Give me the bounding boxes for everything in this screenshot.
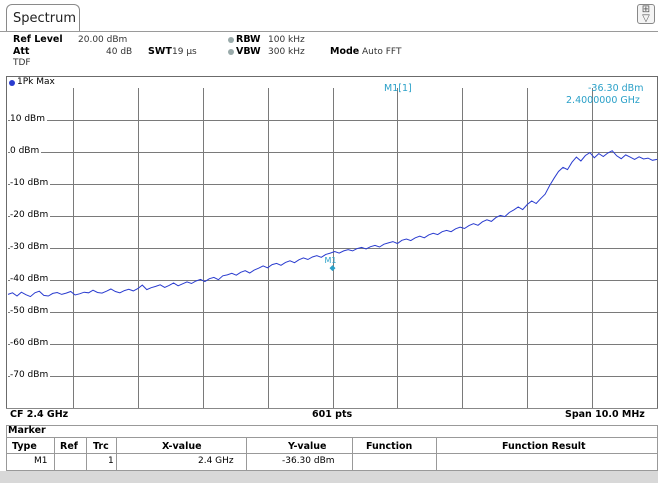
y-tick-label: -30 dBm [10,242,51,252]
y-tick-label: -70 dBm [10,370,51,380]
col-y-value: Y-value [288,441,327,452]
status-strip [0,471,658,483]
y-tick-label: 10 dBm [10,114,47,124]
att-value[interactable]: 40 dB [106,47,133,57]
col-function-result: Function Result [502,441,586,452]
trace-label: 1Pk Max [17,77,55,87]
ref-level-value[interactable]: 20.00 dBm [78,35,128,45]
y-tick-label: -10 dBm [10,178,51,188]
col-sep [246,438,247,470]
tab-spectrum[interactable]: Spectrum [6,4,80,31]
col-x-value: X-value [162,441,202,452]
col-sep [86,438,87,470]
mode-label: Mode [330,46,360,57]
sweep-points[interactable]: 601 pts [312,409,353,420]
row-type: M1 [34,456,48,466]
col-sep [116,438,117,470]
swt-value[interactable]: 19 µs [172,47,197,57]
tab-divider [0,31,658,32]
rbw-coupled-icon [228,37,234,43]
rbw-value[interactable]: 100 kHz [268,35,305,45]
center-frequency[interactable]: CF 2.4 GHz [10,409,69,420]
marker-readout-freq: 2.4000000 GHz [566,95,640,106]
tdf-label: TDF [13,58,31,68]
vbw-value[interactable]: 300 kHz [268,47,305,57]
row-y-value: -36.30 dBm [282,456,335,466]
marker-m1-label: M1 [325,256,337,265]
col-sep [436,438,437,470]
rbw-label: RBW [236,34,261,45]
col-sep [54,438,55,470]
marker-table [6,425,658,471]
marker-table-rule [6,437,658,438]
plot-grid [8,88,657,408]
y-tick-label: -40 dBm [10,274,51,284]
trace-line [7,150,658,298]
col-ref: Ref [60,441,78,452]
y-tick-label: -50 dBm [10,306,51,316]
plot-bottom-bar [6,408,658,424]
col-type: Type [12,441,37,452]
y-tick-label: -20 dBm [10,210,51,220]
span[interactable]: Span 10.0 MHz [565,409,645,420]
vbw-label: VBW [236,46,261,57]
marker-table-rule [6,453,658,454]
marker-m1-diamond[interactable] [329,265,336,272]
row-trc: 1 [108,456,114,466]
swt-label: SWT [148,46,172,57]
marker-readout-name: M1[1] [384,83,412,94]
col-function: Function [366,441,413,452]
col-sep [352,438,353,470]
ref-level-label: Ref Level [13,34,63,45]
marker-table-title: Marker [8,425,46,436]
col-trc: Trc [93,441,109,452]
row-x-value[interactable]: 2.4 GHz [198,456,234,466]
marker-m1: M1 [325,256,337,272]
mode-value[interactable]: Auto FFT [362,47,402,57]
trace-color-icon [9,80,15,86]
marker-readout-level: -36.30 dBm [588,83,644,94]
y-tick-label: -60 dBm [10,338,51,348]
vbw-coupled-icon [228,49,234,55]
y-tick-label: 0 dBm [10,146,42,156]
att-label: Att [13,46,30,57]
window-menu-icon[interactable]: ⊞ ▽ [637,4,655,24]
top-bar [0,0,658,33]
